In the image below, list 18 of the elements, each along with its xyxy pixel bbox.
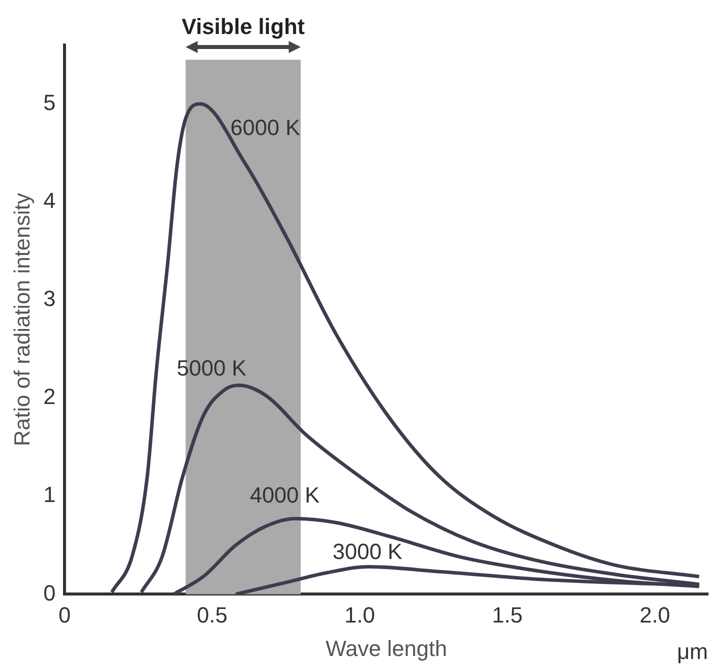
x-tick-label: 1.5 bbox=[492, 602, 523, 628]
y-tick-label: 4 bbox=[43, 188, 56, 213]
x-axis-title: Wave length bbox=[326, 636, 448, 661]
text: μm bbox=[676, 639, 708, 664]
y-axis-title: Ratio of radiation intensity bbox=[9, 193, 34, 446]
series-label: 6000 K bbox=[230, 114, 300, 140]
band-label: Visible light bbox=[182, 14, 306, 40]
series-label: 3000 K bbox=[332, 538, 403, 564]
x-tick-label: 1.0 bbox=[344, 602, 376, 628]
line-series bbox=[110, 102, 701, 594]
y-tick-label: 3 bbox=[43, 286, 56, 312]
y-tick-label: 1 bbox=[43, 482, 56, 508]
series-label: 4000 K bbox=[250, 482, 320, 508]
x-tick-label: 2.0 bbox=[640, 602, 670, 628]
y-tick-label: 5 bbox=[43, 90, 56, 115]
y-tick-label: 0 bbox=[43, 580, 56, 606]
x-tick-label: 0.5 bbox=[196, 602, 228, 628]
y-tick-label: 2 bbox=[43, 384, 56, 410]
